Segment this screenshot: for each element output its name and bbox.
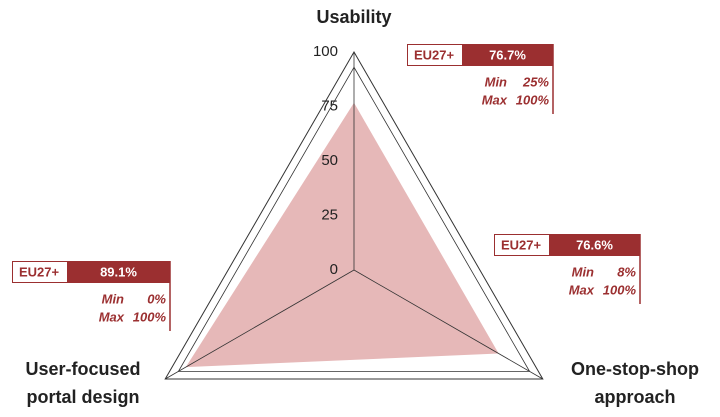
r-tick-label: 0 [330,261,338,278]
category-label: One-stop-shop approach [571,359,699,407]
r-tick-label: 25 [321,206,338,223]
r-tick-label: 75 [321,97,338,114]
box-value-cell [549,234,640,256]
r-tick-label: 100 [313,43,338,60]
box-series-name: EU27+ [414,47,455,62]
box-series-name: EU27+ [501,237,542,252]
box-min-label: Min [102,291,124,306]
box-value: 76.7% [489,47,526,62]
box-max-label: Max [482,92,508,107]
box-min: 25% [522,74,549,89]
box-value: 89.1% [100,264,137,279]
radar-area [185,102,499,368]
box-max: 100% [133,309,167,324]
axis-line [353,269,543,380]
r-tick-label: 50 [321,152,338,169]
box-value-cell [462,44,553,66]
box-max: 100% [516,92,550,107]
box-min: 0% [147,291,166,306]
category-label: User-focused portal design [25,359,140,407]
category-label: Usability [316,7,391,27]
box-value-cell [67,261,170,283]
box-max-label: Max [99,309,125,324]
box-min: 8% [617,264,636,279]
box-min-label: Min [485,74,507,89]
box-min-label: Min [572,264,594,279]
box-value: 76.6% [576,237,613,252]
axis-line [165,269,355,380]
box-max-label: Max [569,282,595,297]
grid-ring-inner [177,66,531,372]
box-max: 100% [603,282,637,297]
grid-ring [164,50,544,380]
box-series-name: EU27+ [19,264,60,279]
